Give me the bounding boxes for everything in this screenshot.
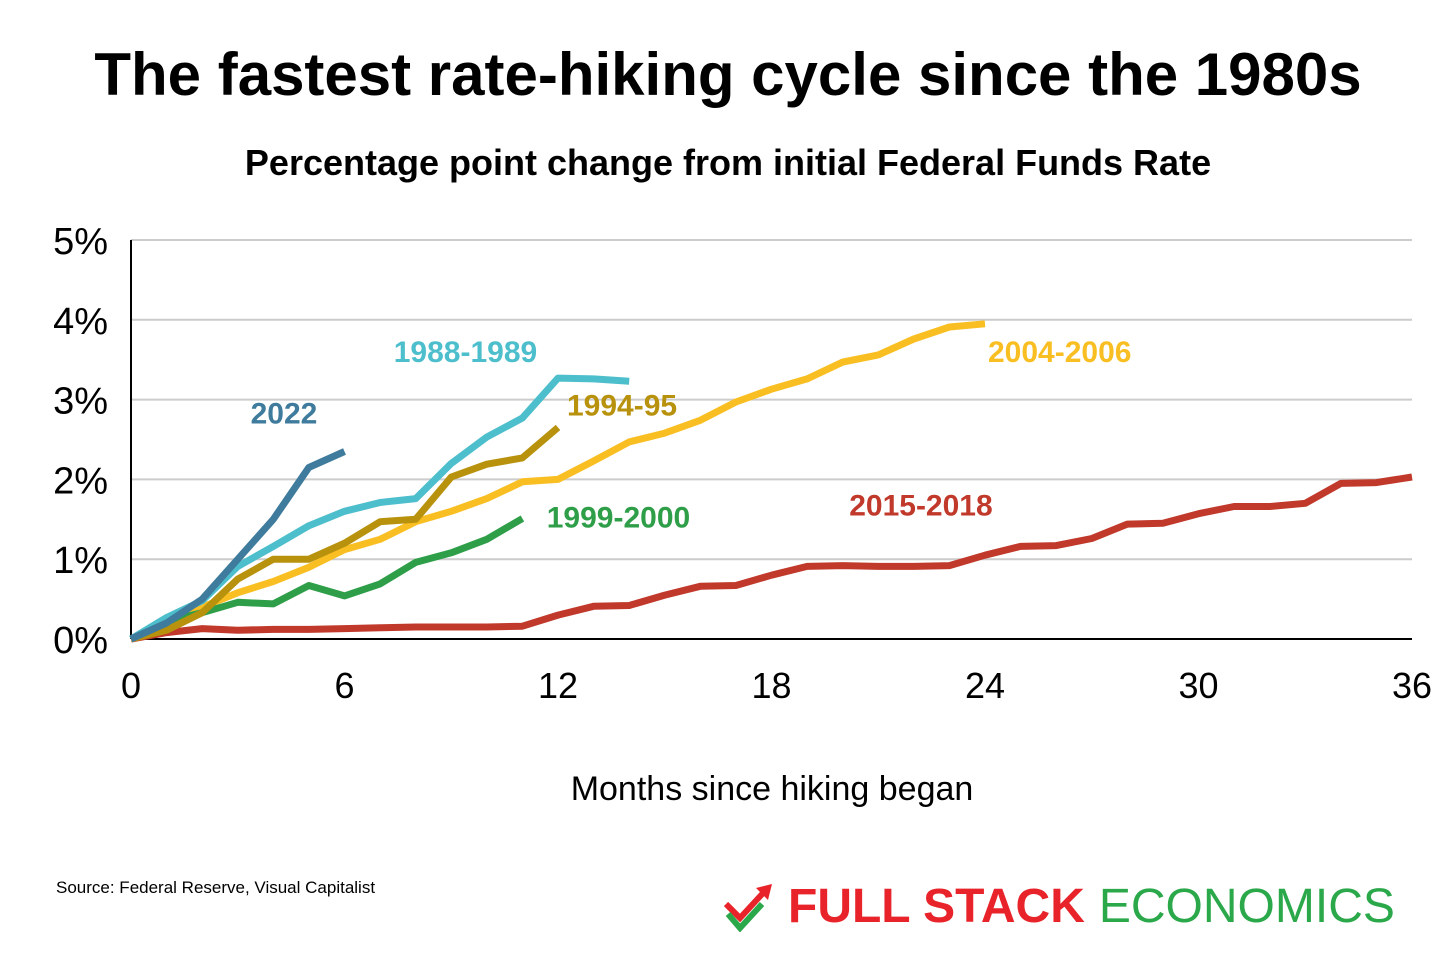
checkmark-trend-icon — [723, 884, 772, 932]
series-line-2022 — [129, 448, 346, 643]
x-tick-label: 30 — [1178, 665, 1218, 706]
brand-name-part2: ECONOMICS — [1098, 879, 1395, 933]
series-line-2015-2018 — [130, 473, 1413, 643]
series-line-2004-2006 — [129, 320, 986, 643]
y-tick-label: 5% — [53, 221, 108, 263]
series-label-2004-2006: 2004-2006 — [988, 336, 1131, 369]
x-tick-label: 0 — [121, 665, 141, 706]
x-tick-label: 12 — [538, 665, 578, 706]
brand-name-part1: FULL STACK — [788, 879, 1085, 933]
brand-logo: FULL STACK ECONOMICS — [722, 876, 1395, 936]
chart-subtitle: Percentage point change from initial Fed… — [244, 142, 1212, 183]
x-tick-label: 24 — [965, 665, 1005, 706]
series-label-2015-2018: 2015-2018 — [849, 489, 992, 522]
chart-title: The fastest rate-hiking cycle since the … — [94, 41, 1362, 108]
series-line-1994-95 — [130, 424, 561, 643]
x-tick-label: 18 — [751, 665, 791, 706]
x-axis-label: Months since hiking began — [571, 770, 974, 808]
y-tick-label: 1% — [53, 540, 108, 582]
series-label-1988-1989: 1988-1989 — [394, 336, 537, 369]
x-tick-label: 36 — [1392, 665, 1432, 706]
series-label-1994-95: 1994-95 — [567, 390, 677, 423]
source-note: Source: Federal Reserve, Visual Capitali… — [56, 878, 376, 897]
y-tick-label: 4% — [53, 301, 108, 343]
y-tick-label: 3% — [53, 381, 108, 423]
series-label-2022: 2022 — [251, 398, 318, 431]
y-tick-label: 2% — [53, 460, 108, 502]
x-tick-label: 6 — [334, 665, 354, 706]
y-tick-label: 0% — [53, 620, 108, 662]
series-label-1999-2000: 1999-2000 — [547, 501, 690, 534]
